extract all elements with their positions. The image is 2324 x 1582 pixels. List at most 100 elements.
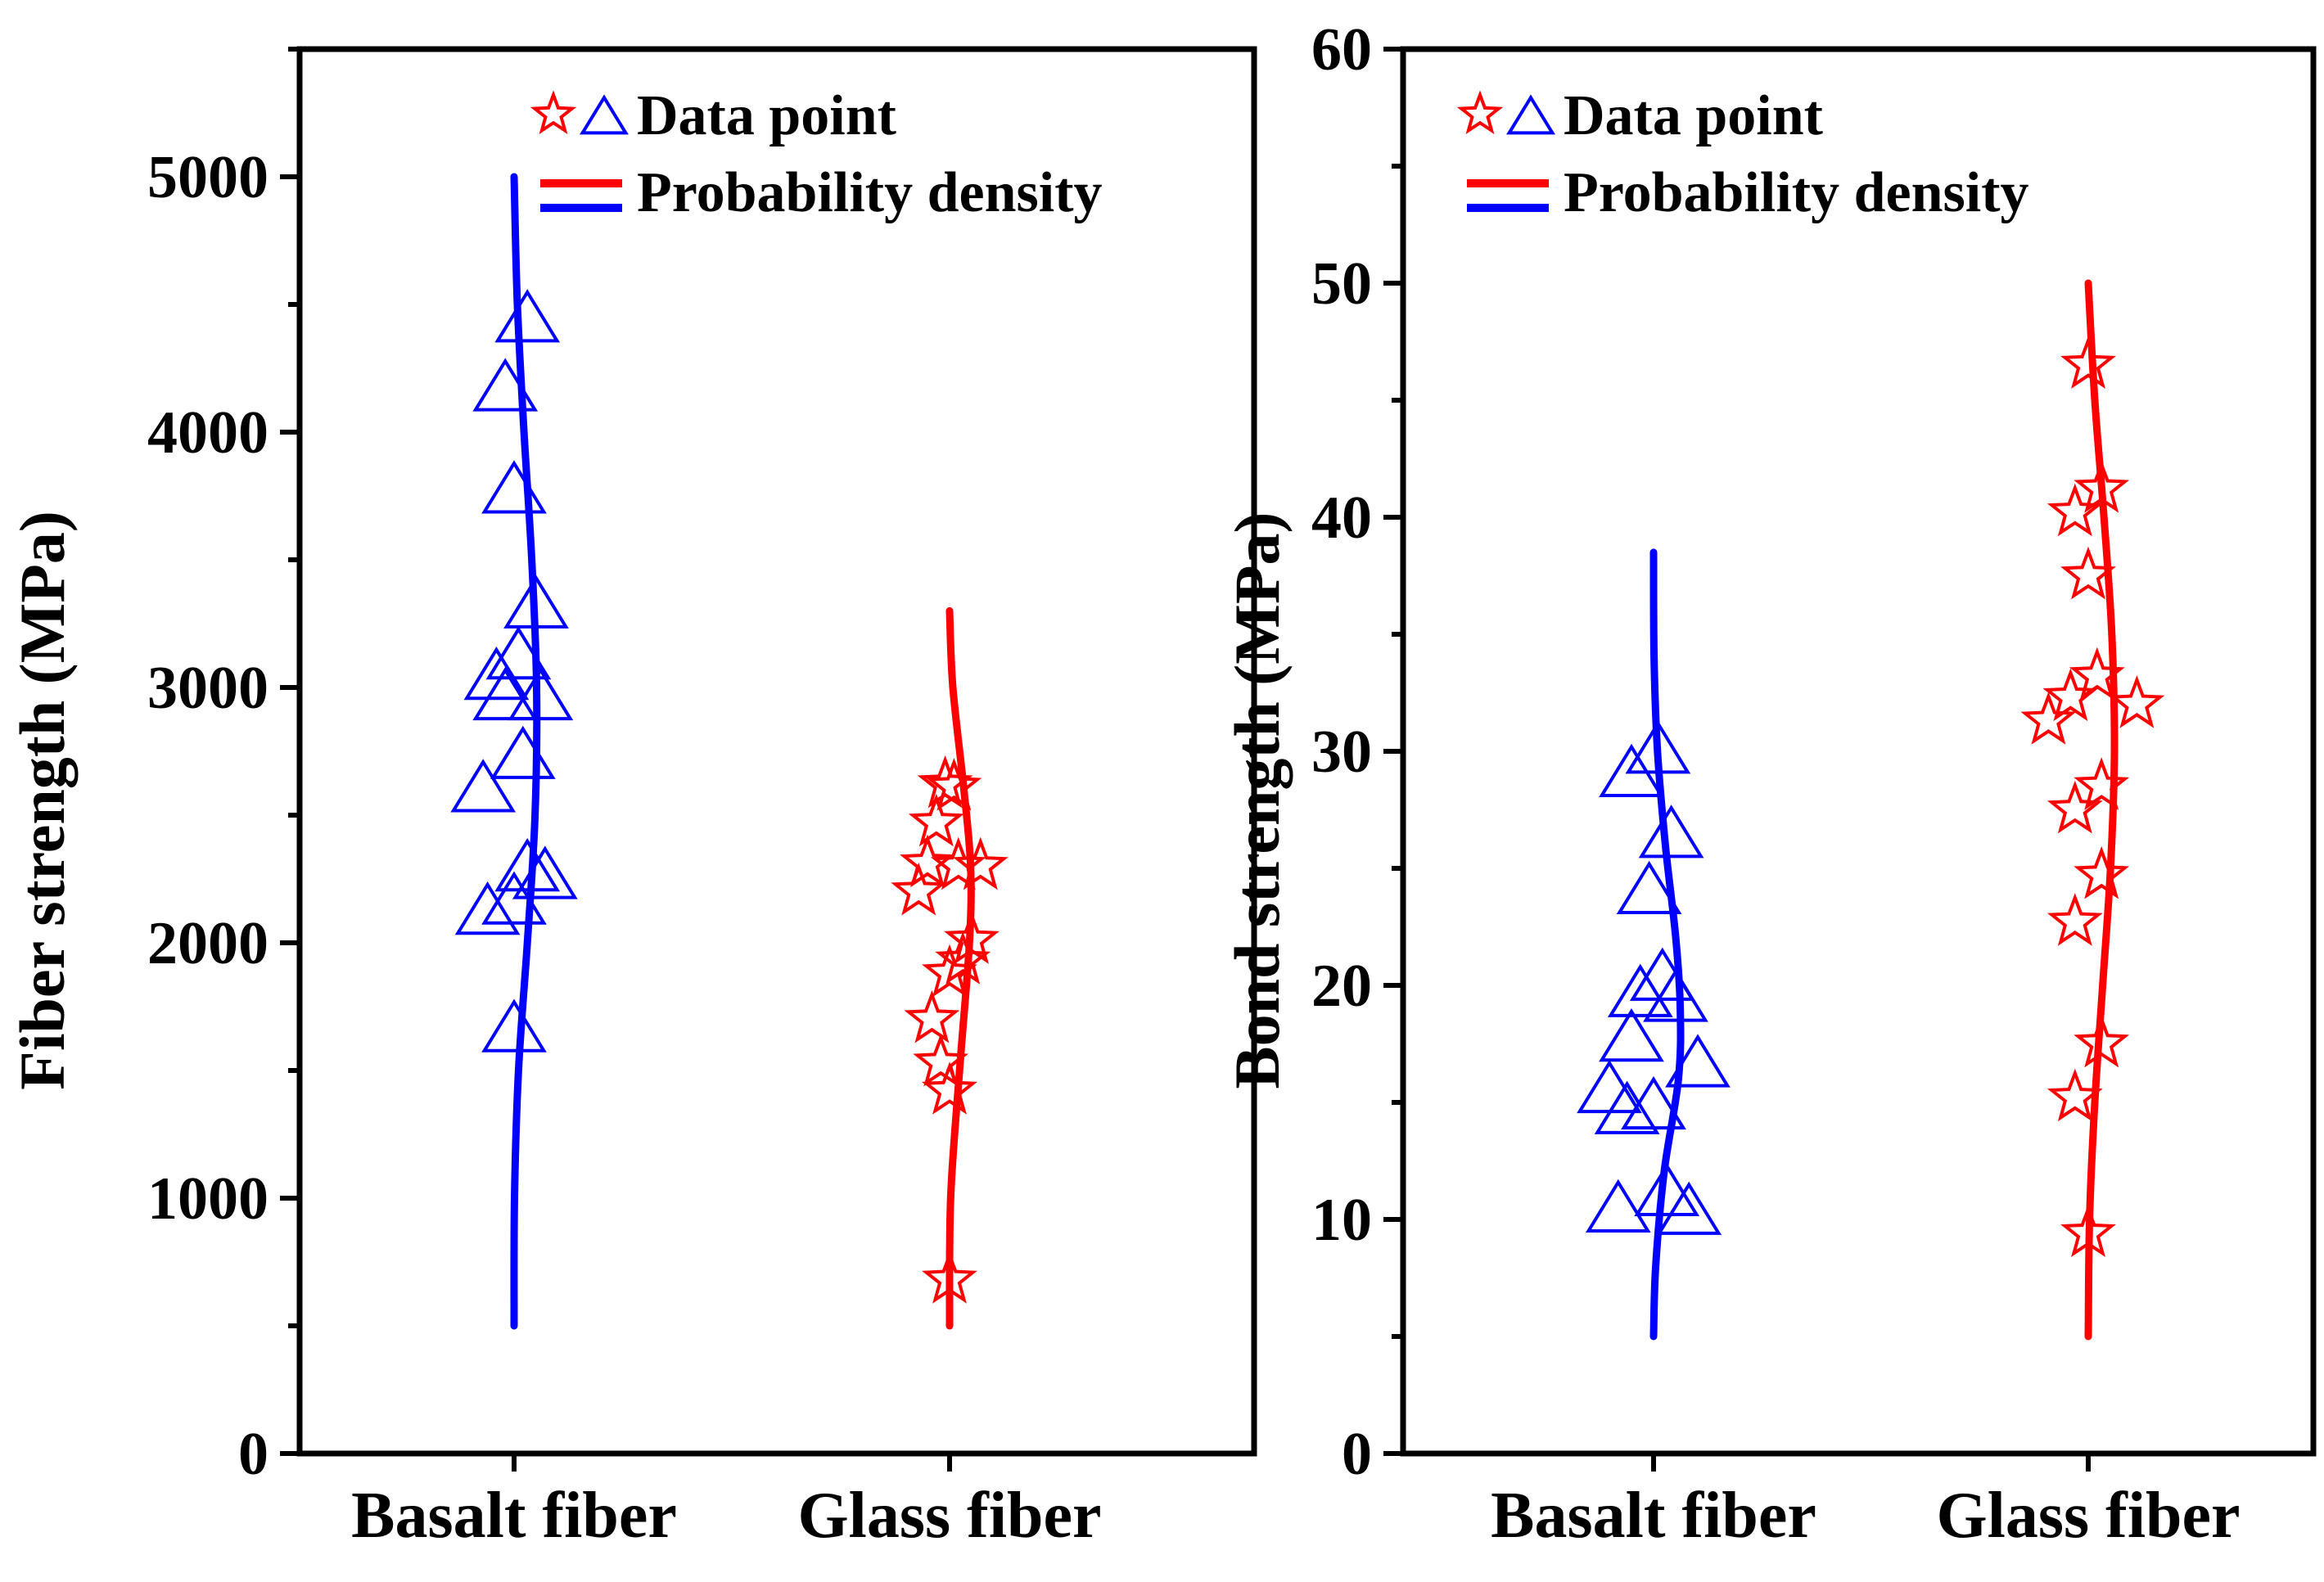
data-point-triangle (494, 289, 561, 343)
density-curves (510, 173, 975, 1330)
data-point-star (917, 755, 973, 809)
x-category-label: Glass fiber (797, 1480, 1101, 1552)
legend-star-icon (530, 90, 577, 135)
y-tick-label: 2000 (147, 910, 269, 977)
legend-markers-label: Data point (637, 84, 896, 147)
data-point-triangle (1656, 1181, 1722, 1235)
data-point-star (2046, 483, 2103, 537)
data-point-triangle (503, 575, 569, 629)
y-tick-label: 4000 (147, 399, 269, 466)
data-point-triangle (1665, 1034, 1731, 1088)
y-tick-label: 3000 (147, 655, 269, 722)
data-point-triangle (463, 646, 530, 701)
data-point-star (935, 931, 991, 985)
legend-marker-icons (1456, 90, 1555, 135)
y-tick-label: 5000 (147, 144, 269, 211)
data-point-star (922, 1061, 977, 1115)
data-point-triangle (481, 460, 547, 514)
y-axis: 0 1000 2000 3000 4000 5000 (147, 47, 300, 1488)
data-point-star (2046, 893, 2103, 946)
data-point-star (922, 1251, 977, 1304)
y-tick-label: 0 (238, 1421, 269, 1488)
y-tick-label: 10 (1311, 1187, 1372, 1254)
y-axis-title: Bond strength (MPa) (1221, 512, 1293, 1089)
legend: Data point Probability density (1456, 84, 2029, 224)
data-point-triangle (1585, 1179, 1651, 1233)
y-tick-label: 20 (1311, 953, 1372, 1020)
y-axis-title: Fiber strength (MPa) (7, 511, 78, 1090)
y-tick-label: 50 (1311, 250, 1372, 318)
data-point-triangle (481, 871, 547, 925)
y-tick-label: 1000 (147, 1165, 269, 1233)
legend-line-icons (540, 179, 622, 212)
data-point-star (922, 944, 977, 998)
legend-curves-label: Probability density (1564, 161, 2029, 224)
data-point-star (952, 836, 1009, 890)
x-category-label: Glass fiber (1936, 1480, 2240, 1552)
data-point-star (2042, 668, 2099, 722)
data-point-triangle (472, 358, 539, 412)
data-point-star (2074, 757, 2130, 810)
data-point-star (891, 862, 947, 916)
data-points (450, 289, 1009, 1304)
data-points (1577, 336, 2165, 1257)
x-category-label: Basalt fiber (1491, 1480, 1816, 1552)
y-tick-label: 30 (1311, 719, 1372, 786)
data-point-star (926, 757, 982, 811)
data-point-star (2060, 336, 2116, 390)
data-point-star (908, 793, 964, 847)
density-curve-glass-fiber (945, 606, 975, 1330)
legend: Data point Probability density (530, 84, 1103, 224)
data-point-star (944, 911, 1000, 964)
legend-triangle-icon (1506, 94, 1555, 135)
data-point-star (2109, 675, 2165, 728)
data-point-triangle (454, 881, 521, 935)
data-point-star (913, 1033, 969, 1087)
data-point-triangle (1621, 1075, 1686, 1130)
data-point-triangle (494, 837, 561, 892)
data-point-star (904, 989, 960, 1043)
data-point-star (2060, 1204, 2116, 1257)
data-point-star (2020, 692, 2077, 745)
y-tick-label: 0 (1342, 1421, 1372, 1488)
data-point-triangle (1616, 860, 1682, 915)
legend-triangle-icon (580, 94, 629, 135)
bond-strength-panel: Bond strength (MPa) 0 10 20 30 40 50 60 Basalt… (1221, 16, 2317, 1552)
data-point-triangle (1625, 720, 1691, 774)
data-point-star (2060, 546, 2116, 600)
legend-markers-label: Data point (1564, 84, 1823, 147)
legend-curves-label: Probability density (637, 161, 1103, 224)
data-point-star (2069, 647, 2125, 701)
data-point-triangle (508, 666, 574, 721)
data-point-star (2074, 1014, 2130, 1068)
data-point-star (2074, 459, 2130, 513)
density-curve-basalt-fiber (510, 173, 541, 1330)
data-point-triangle (1634, 1162, 1700, 1216)
data-point-triangle (1599, 1007, 1664, 1062)
data-point-triangle (1643, 968, 1708, 1022)
plot-frame (296, 46, 1257, 1457)
plot-frame (1400, 46, 2317, 1457)
data-point-star (2074, 845, 2130, 899)
data-point-triangle (490, 725, 556, 779)
data-point-triangle (450, 759, 517, 813)
y-tick-label: 60 (1311, 16, 1372, 83)
data-point-triangle (1607, 963, 1673, 1017)
data-point-triangle (1594, 1080, 1660, 1134)
x-axis: Basalt fiber Glass fiber (1491, 1454, 2241, 1552)
data-point-triangle (472, 666, 539, 721)
data-point-triangle (512, 845, 578, 899)
legend-star-icon (1456, 90, 1504, 135)
data-point-star (2046, 780, 2103, 834)
x-axis: Basalt fiber Glass fiber (351, 1454, 1102, 1552)
x-category-label: Basalt fiber (351, 1480, 677, 1552)
y-tick-label: 40 (1311, 485, 1372, 552)
legend-line-icons (1467, 179, 1549, 212)
density-curves (1649, 279, 2119, 1341)
data-point-star (2046, 1068, 2103, 1122)
data-point-triangle (481, 998, 547, 1052)
data-point-triangle (1638, 805, 1704, 859)
data-point-star (900, 834, 955, 888)
density-curve-glass-fiber (2084, 279, 2119, 1341)
